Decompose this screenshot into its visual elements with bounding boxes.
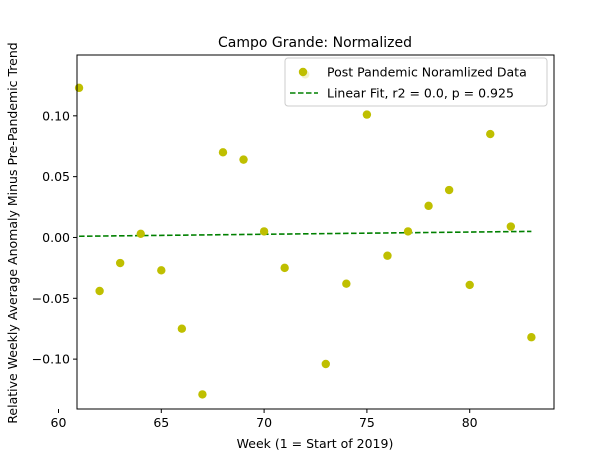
x-axis-label: Week (1 = Start of 2019) <box>237 436 394 451</box>
data-point <box>177 324 187 333</box>
data-point <box>218 148 228 157</box>
data-point <box>342 279 351 288</box>
y-tick-label: 0.00 <box>42 230 70 245</box>
legend: Post Pandemic Noramlized Data Linear Fit… <box>284 57 548 107</box>
data-point <box>444 185 454 195</box>
data-point <box>403 227 413 236</box>
axes-frame <box>76 54 555 410</box>
x-tick-label: 60 <box>51 415 67 430</box>
data-point <box>486 129 495 139</box>
data-point <box>198 390 207 399</box>
legend-box <box>284 57 548 107</box>
data-point <box>95 286 104 296</box>
data-point <box>424 201 433 211</box>
y-tick-label: −0.05 <box>32 291 70 306</box>
data-point <box>239 155 248 164</box>
y-axis-label: Relative Weekly Average Anomaly Minus Pr… <box>5 42 20 423</box>
data-point <box>74 83 84 93</box>
x-tick-label: 80 <box>462 415 478 430</box>
legend-label-fit: Linear Fit, r2 = 0.0, p = 0.925 <box>327 86 514 101</box>
legend-label-scatter: Post Pandemic Noramlized Data <box>327 65 527 80</box>
data-point <box>362 110 372 119</box>
data-point <box>527 333 536 342</box>
data-point <box>506 222 516 231</box>
data-point <box>465 280 474 290</box>
data-point <box>136 229 145 239</box>
fit-line <box>79 230 532 238</box>
data-point <box>115 258 125 268</box>
x-tick-label: 70 <box>256 415 272 430</box>
legend-marker-scatter <box>298 67 308 77</box>
x-tick-label: 75 <box>359 415 375 430</box>
data-point <box>157 266 166 275</box>
data-point <box>259 227 269 236</box>
chart-title: Campo Grande: Normalized <box>218 35 412 51</box>
data-point <box>321 359 330 369</box>
data-point <box>280 263 289 273</box>
x-tick-label: 65 <box>153 415 169 430</box>
y-tick-label: 0.05 <box>42 169 70 184</box>
y-tick-label: −0.10 <box>32 352 70 367</box>
data-point <box>383 251 392 260</box>
y-tick-label: 0.10 <box>42 108 70 123</box>
